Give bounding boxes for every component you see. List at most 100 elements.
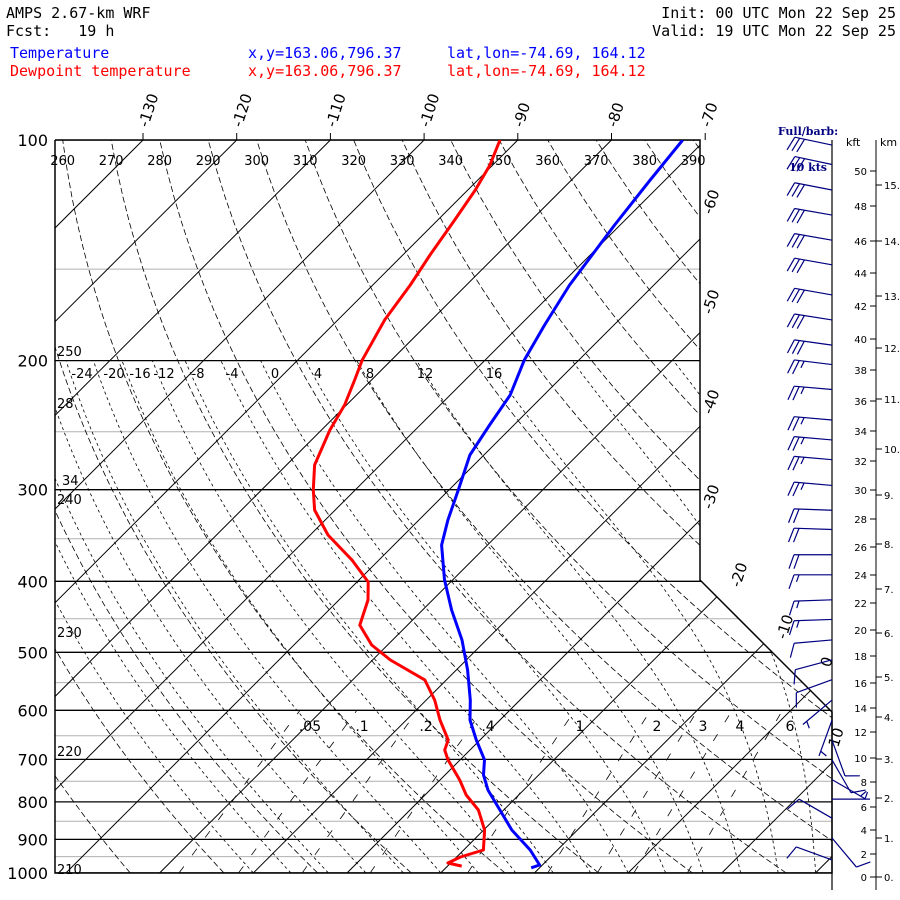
moist-adiabat xyxy=(305,360,667,873)
kft-tick-label: 32 xyxy=(854,457,867,468)
wind-barb-half xyxy=(806,721,810,729)
wind-barb-full xyxy=(788,620,795,636)
wind-barb xyxy=(831,779,867,800)
pressure-tick-label: 500 xyxy=(17,643,48,662)
wind-barb-full xyxy=(791,137,801,152)
moist-adiabat xyxy=(260,360,629,873)
dry-adiabat-left-label: 230 xyxy=(57,626,82,641)
dry-adiabat-label: 260 xyxy=(50,154,75,169)
wind-barb-full xyxy=(791,258,801,273)
moist-adiabat-label: 16 xyxy=(486,367,503,382)
init-time: Init: 00 UTC Mon 22 Sep 25 xyxy=(661,4,896,22)
isotherm-label: -90 xyxy=(509,100,534,129)
dry-adiabat-left-label: 250 xyxy=(57,345,82,360)
kft-tick-label: 18 xyxy=(854,652,867,663)
wind-barb xyxy=(795,679,833,708)
kft-tick-label: 0 xyxy=(861,873,867,884)
isotherm xyxy=(55,140,238,873)
isotherm xyxy=(55,140,425,873)
wind-barb xyxy=(786,136,833,153)
moist-adiabat xyxy=(93,360,442,873)
wind-barb xyxy=(786,182,833,198)
wind-barb-full xyxy=(787,798,800,810)
isotherm-side-label: -20 xyxy=(727,560,752,589)
dewpoint-xy: x,y=163.06,796.37 xyxy=(248,62,402,80)
kft-tick-label: 36 xyxy=(854,397,867,408)
wind-barb xyxy=(787,359,833,375)
wind-barb-staff xyxy=(796,846,833,861)
wind-barb-full xyxy=(796,209,805,224)
dry-adiabat xyxy=(401,140,832,873)
wind-barb-full xyxy=(792,482,800,497)
kft-tick-label: 38 xyxy=(854,366,867,377)
isotherm-label: -120 xyxy=(228,91,256,129)
wind-barb-staff xyxy=(831,837,857,868)
moist-adiabat-label: 12 xyxy=(417,367,434,382)
dry-adiabat xyxy=(353,140,832,873)
wind-barb xyxy=(786,287,833,304)
isotherm-label: -80 xyxy=(603,100,628,129)
temperature-latlon: lat,lon=-74.69, 164.12 xyxy=(447,44,646,62)
isotherm-side-label: -30 xyxy=(699,482,724,511)
temperature-xy: x,y=163.06,796.37 xyxy=(248,44,402,62)
dry-adiabat-label: 370 xyxy=(584,154,609,169)
kft-tick-label: 48 xyxy=(854,202,867,213)
dry-adiabat-label: 300 xyxy=(244,154,269,169)
isotherm xyxy=(534,140,832,873)
dry-adiabat xyxy=(256,140,832,873)
mixing-ratio-line xyxy=(547,710,651,873)
mixing-ratio-line xyxy=(301,710,418,873)
km-tick-label: 4. xyxy=(884,713,894,724)
wind-barb xyxy=(786,156,833,172)
kft-tick-label: 6 xyxy=(861,803,867,814)
km-tick-label: 9. xyxy=(884,491,894,502)
km-tick-label: 5. xyxy=(884,673,894,684)
wind-barb-staff xyxy=(794,527,833,531)
wind-barb xyxy=(793,659,833,685)
dry-adiabat xyxy=(55,140,412,873)
wind-barb xyxy=(831,837,871,868)
kft-tick-label: 20 xyxy=(854,626,867,637)
dry-adiabat-label: 270 xyxy=(99,154,124,169)
wind-barb-full xyxy=(786,208,796,222)
pressure-tick-label: 900 xyxy=(17,830,48,849)
dewpoint-legend: Dewpoint temperature xyxy=(10,62,191,80)
wind-barb-half xyxy=(800,437,805,445)
dry-adiabat-label: 360 xyxy=(535,154,560,169)
wind-barb xyxy=(786,846,833,861)
wind-barb-full xyxy=(786,136,796,151)
wind-barb xyxy=(787,508,833,524)
wind-barb xyxy=(787,455,833,471)
wind-barb-full xyxy=(786,156,796,170)
pressure-tick-label: 200 xyxy=(17,352,48,371)
wind-barb-full xyxy=(792,528,800,543)
dry-adiabat-label: 390 xyxy=(681,154,706,169)
wind-barb xyxy=(832,791,870,800)
isotherm xyxy=(627,140,832,873)
wind-barb-full xyxy=(792,416,800,431)
wind-barb xyxy=(787,798,833,819)
wind-barb-staff xyxy=(794,385,833,391)
wind-barb-full xyxy=(787,481,795,496)
wind-barb-staff xyxy=(794,416,833,421)
wind-barb-staff xyxy=(794,287,833,296)
moist-adiabat-label: -24 xyxy=(71,367,92,382)
pressure-tick-label: 100 xyxy=(17,131,48,150)
temperature-legend: Temperature xyxy=(10,44,110,62)
wind-barb xyxy=(787,436,833,451)
moist-adiabat-label: -16 xyxy=(129,367,150,382)
mixing-ratio-line xyxy=(178,710,301,873)
wind-barb-full xyxy=(791,340,800,354)
wind-barb-full xyxy=(796,158,806,172)
wind-barb xyxy=(788,599,833,616)
wind-barb-full xyxy=(796,259,805,274)
dry-adiabat xyxy=(110,140,599,873)
kft-tick-label: 16 xyxy=(854,679,867,690)
kft-tick-label: 40 xyxy=(854,335,867,346)
wind-barb-half xyxy=(800,417,805,425)
wind-barb-full xyxy=(792,508,800,524)
wind-barb-full xyxy=(786,233,796,247)
wind-barb-full xyxy=(786,288,796,302)
wind-barb-full xyxy=(791,288,801,303)
wind-barb-full xyxy=(787,456,795,471)
